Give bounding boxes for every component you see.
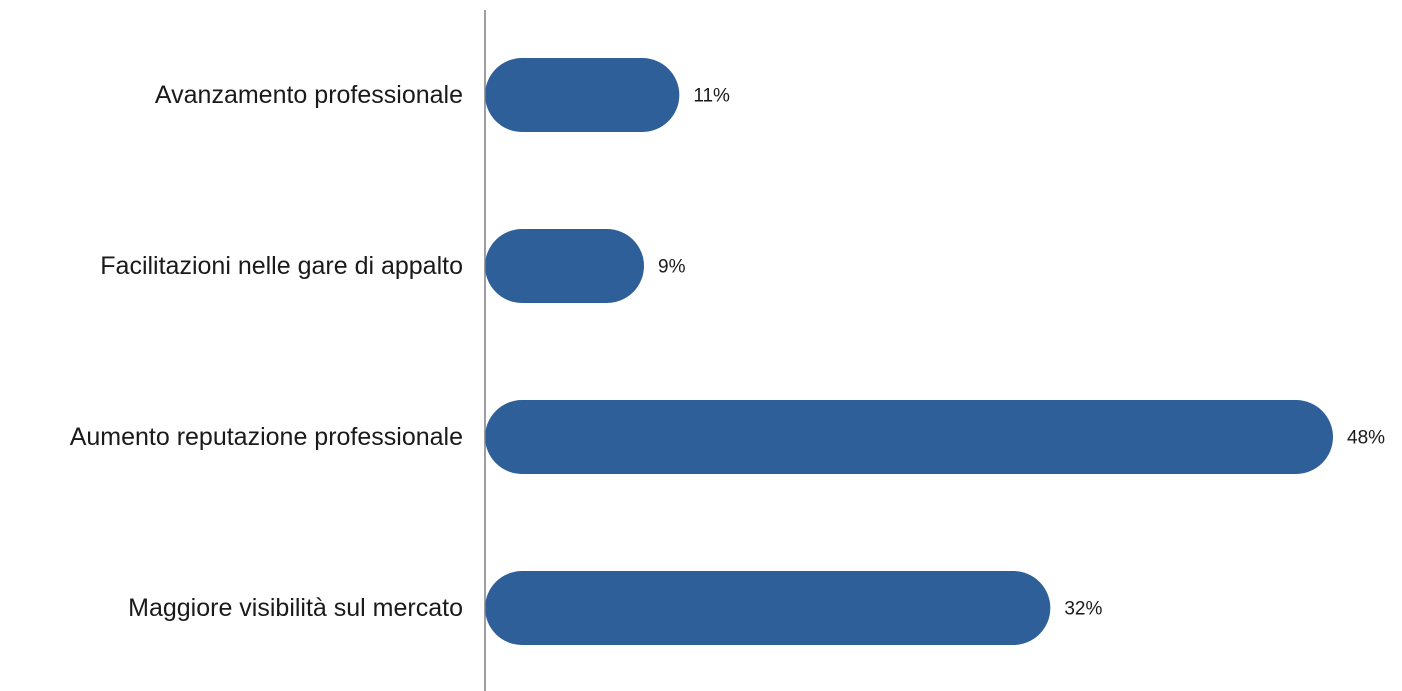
bar [485, 58, 680, 132]
category-label: Avanzamento professionale [155, 81, 463, 109]
bar [485, 571, 1051, 645]
value-label: 11% [693, 86, 730, 107]
value-labels-group: 11% 9% 48% 32% [658, 86, 1385, 620]
bar [485, 400, 1333, 474]
category-label: Facilitazioni nelle gare di appalto [100, 252, 463, 280]
bar [485, 229, 644, 303]
bars-group [485, 58, 1333, 645]
value-label: 48% [1347, 428, 1385, 449]
category-label: Maggiore visibilità sul mercato [128, 594, 463, 622]
value-label: 9% [658, 257, 686, 278]
category-labels-group: Avanzamento professionale Facilitazioni n… [70, 81, 463, 622]
category-label: Aumento reputazione professionale [70, 423, 463, 451]
value-label: 32% [1064, 599, 1102, 620]
